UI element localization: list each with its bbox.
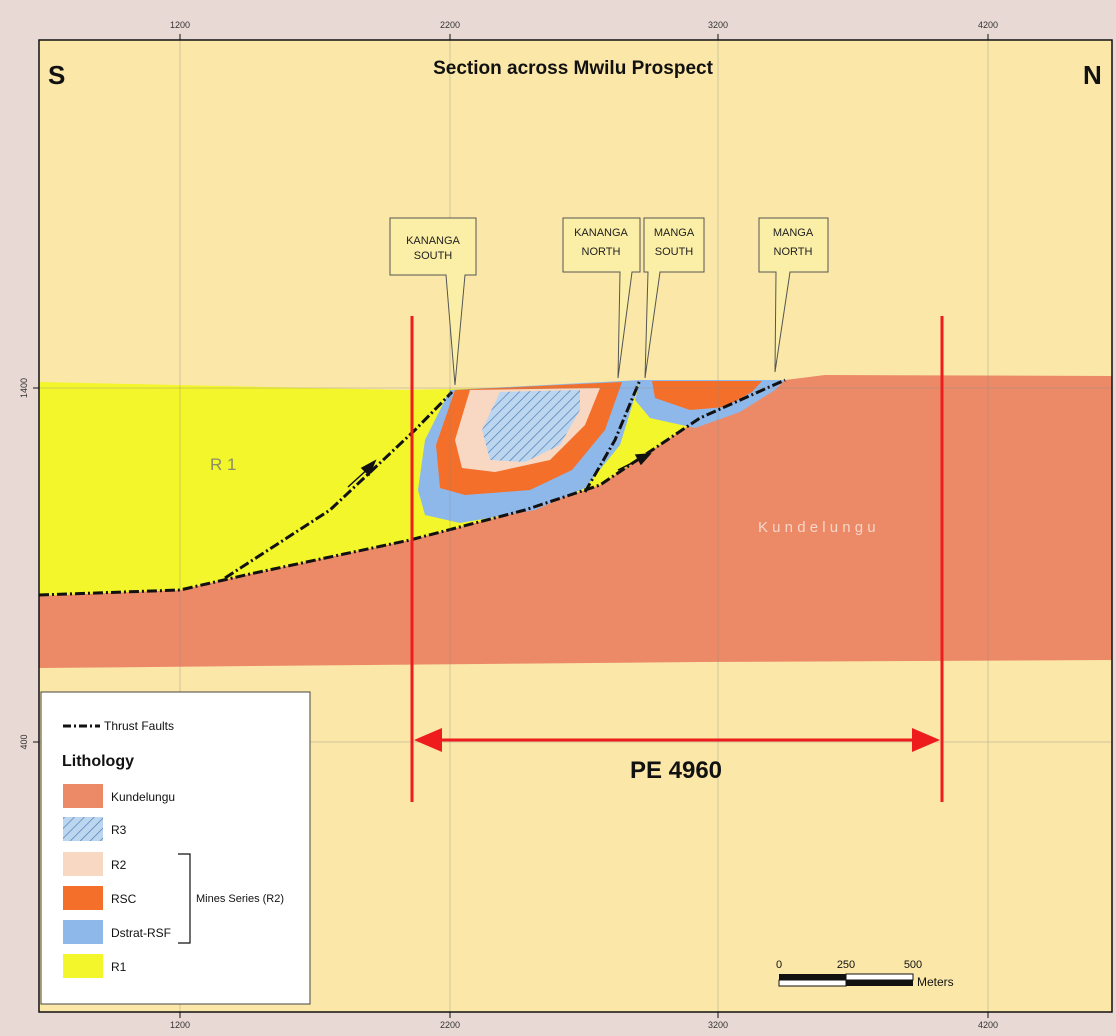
thrust-fault xyxy=(224,390,454,580)
callout-text: SOUTH xyxy=(414,250,453,262)
callout-text: SOUTH xyxy=(655,246,694,258)
x-tick-bottom: 4200 xyxy=(978,1020,998,1030)
legend-label: Dstrat-RSF xyxy=(111,926,171,940)
kundelungu-unit xyxy=(39,375,1112,668)
x-tick-bottom: 1200 xyxy=(170,1020,190,1030)
scale-segment xyxy=(778,979,847,987)
y-tick: 400 xyxy=(19,734,29,749)
callout-box xyxy=(389,217,477,386)
scale-segment xyxy=(846,980,913,986)
callout-text: MANGA xyxy=(654,227,695,239)
frame-ticks xyxy=(33,34,989,1018)
callout-text: KANANGA xyxy=(406,235,460,247)
y-axis: 1400 400 xyxy=(19,378,29,750)
legend-label: R3 xyxy=(111,823,127,837)
x-tick-top: 1200 xyxy=(170,20,190,30)
scale-tick-label: 0 xyxy=(776,959,782,971)
legend-fault-label: Thrust Faults xyxy=(104,719,174,733)
x-tick-bottom: 3200 xyxy=(708,1020,728,1030)
x-tick-bottom: 2200 xyxy=(440,1020,460,1030)
kundelungu-label: K u n d e l u n g u xyxy=(758,519,876,536)
legend-label: RSC xyxy=(111,892,137,906)
direction-north: N xyxy=(1083,60,1102,90)
arrow-head-east xyxy=(912,728,940,752)
legend-swatch-dstrat-rsf xyxy=(63,920,103,944)
thrust-fault xyxy=(583,379,642,493)
legend: Thrust Faults Lithology Kundelungu R3 R2… xyxy=(40,691,311,1005)
r1-label: R 1 xyxy=(210,455,236,474)
legend-label: R2 xyxy=(111,858,127,872)
callout-manga-south: MANGA SOUTH xyxy=(643,217,705,379)
licence-label: PE 4960 xyxy=(630,757,722,784)
x-tick-top: 4200 xyxy=(978,20,998,30)
r3-kananga xyxy=(482,390,580,462)
x-axis-bottom: 1200 2200 3200 4200 xyxy=(170,1020,998,1030)
scale-unit: Meters xyxy=(917,975,954,989)
legend-swatch-r2 xyxy=(63,852,103,876)
legend-swatch-r1 xyxy=(63,954,103,978)
arrow-head-west xyxy=(414,728,442,752)
callout-text: NORTH xyxy=(774,246,813,258)
legend-heading: Lithology xyxy=(62,753,134,770)
arrow-head xyxy=(634,453,652,466)
callout-text: NORTH xyxy=(582,246,621,258)
x-tick-top: 3200 xyxy=(708,20,728,30)
legend-group-bracket xyxy=(178,853,191,944)
licence-boundary xyxy=(410,316,944,802)
direction-south: S xyxy=(48,60,65,90)
callout-kananga-north: KANANGA NORTH xyxy=(562,217,641,379)
legend-label: R1 xyxy=(111,960,127,974)
legend-swatch-rsc xyxy=(63,886,103,910)
y-tick: 1400 xyxy=(19,378,29,398)
x-tick-top: 2200 xyxy=(440,20,460,30)
callout-kananga-south: KANANGA SOUTH xyxy=(389,217,477,386)
callout-box xyxy=(758,217,829,373)
scale-bar: 0 250 500 Meters xyxy=(776,959,954,989)
callout-text: MANGA xyxy=(773,227,814,239)
legend-swatch-r3 xyxy=(63,817,103,841)
map-title: Section across Mwilu Prospect xyxy=(433,58,713,79)
grid-lines xyxy=(39,40,1112,1012)
legend-label: Kundelungu xyxy=(111,790,175,804)
callout-text: KANANGA xyxy=(574,227,628,239)
scale-segment xyxy=(845,973,914,981)
thrust-arrows xyxy=(347,453,652,488)
x-axis-top: 1200 2200 3200 4200 xyxy=(170,20,998,30)
callout-box xyxy=(562,217,641,379)
thrust-faults xyxy=(39,378,786,597)
callout-box xyxy=(643,217,705,379)
scale-segment xyxy=(779,974,846,980)
legend-swatch-kundelungu xyxy=(63,784,103,808)
map-frame xyxy=(38,39,1113,1013)
legend-group-label: Mines Series (R2) xyxy=(196,893,284,905)
scale-tick-label: 250 xyxy=(837,959,855,971)
scale-tick-label: 500 xyxy=(904,959,922,971)
callout-manga-north: MANGA NORTH xyxy=(758,217,829,373)
arrow-head xyxy=(360,459,377,477)
thrust-fault xyxy=(39,378,786,597)
legend-box xyxy=(40,691,311,1005)
